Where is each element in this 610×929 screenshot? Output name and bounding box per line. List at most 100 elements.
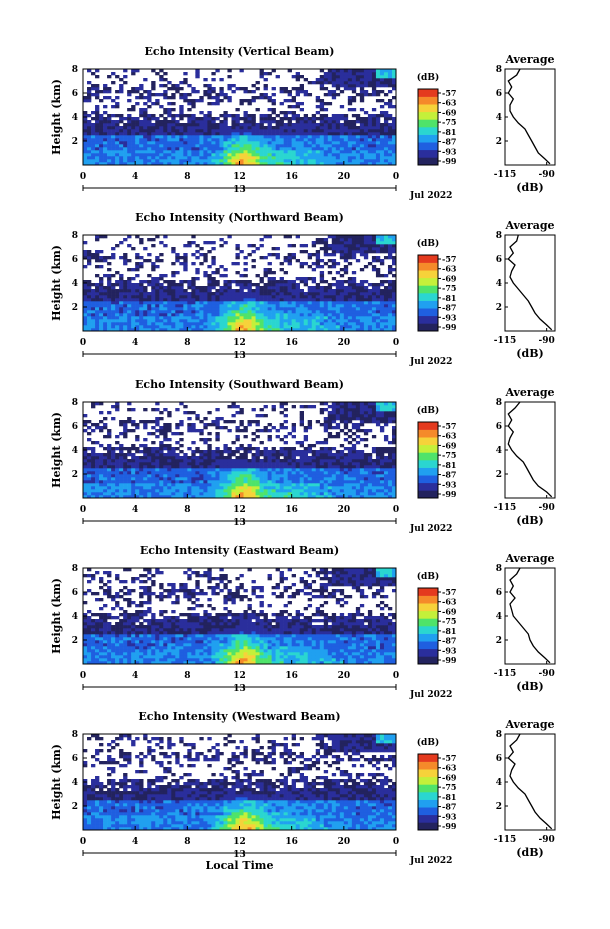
heatmap-cell <box>247 141 252 145</box>
heatmap-cell <box>235 138 240 142</box>
heatmap-cell <box>271 280 276 284</box>
x-tick-label: 12 <box>233 338 246 348</box>
heatmap-cell <box>311 162 317 166</box>
heatmap-cell <box>251 325 256 329</box>
heatmap-cell <box>331 313 337 317</box>
heatmap-cell <box>367 138 373 142</box>
heatmap-cell <box>107 123 112 127</box>
heatmap-cell <box>175 144 180 148</box>
heatmap-cell <box>159 153 164 157</box>
heatmap-cell <box>319 492 325 496</box>
heatmap-cell <box>131 492 136 496</box>
heatmap-cell <box>339 319 345 323</box>
heatmap-cell <box>375 244 381 248</box>
heatmap-cell <box>83 456 88 460</box>
heatmap-cell <box>339 235 345 239</box>
heatmap-cell <box>343 114 349 118</box>
heatmap-cell <box>103 477 108 481</box>
heatmap-cell <box>247 283 252 287</box>
heatmap-cell <box>95 147 100 151</box>
heatmap-cell <box>223 280 228 284</box>
heatmap-cell <box>363 280 369 284</box>
heatmap-cell <box>319 316 325 320</box>
heatmap-cell <box>223 474 228 478</box>
heatmap-cell <box>375 307 381 311</box>
heatmap-cell <box>311 262 317 266</box>
heatmap-cell <box>143 304 148 308</box>
heatmap-cell <box>263 480 268 484</box>
heatmap-cell <box>159 292 164 296</box>
heatmap-cell <box>135 438 140 442</box>
heatmap-cell <box>379 132 385 136</box>
heatmap-cell <box>327 295 333 299</box>
heatmap-cell <box>207 465 212 469</box>
heatmap-cell <box>207 304 212 308</box>
heatmap-cell <box>327 283 333 287</box>
heatmap-cell <box>143 132 148 136</box>
heatmap-cell <box>95 129 100 133</box>
heatmap-cell <box>355 492 361 496</box>
heatmap-cell <box>359 289 365 293</box>
heatmap-cell <box>303 250 309 254</box>
heatmap-cell <box>91 462 96 466</box>
heatmap-cell <box>363 265 369 269</box>
heatmap-cell <box>383 289 389 293</box>
heatmap-cell <box>375 495 381 499</box>
heatmap-cell <box>267 456 272 460</box>
heatmap-cell <box>319 447 325 451</box>
heatmap-cell <box>391 156 397 160</box>
heatmap-cell <box>263 486 268 490</box>
heatmap-cell <box>263 159 268 163</box>
heatmap-cell <box>239 310 244 314</box>
heatmap-cell <box>315 292 321 296</box>
heatmap-cell <box>187 138 192 142</box>
heatmap-cell <box>351 280 357 284</box>
heatmap-cell <box>127 489 132 493</box>
heatmap-cell <box>251 495 256 499</box>
heatmap-cell <box>295 304 300 308</box>
heatmap-cell <box>167 280 172 284</box>
heatmap-cell <box>267 262 272 266</box>
heatmap-cell <box>311 135 317 139</box>
heatmap-cell <box>355 477 361 481</box>
heatmap-cell <box>211 298 216 302</box>
heatmap-cell <box>339 162 345 166</box>
heatmap-cell <box>315 105 321 109</box>
heatmap-cell <box>387 244 393 248</box>
heatmap-cell <box>271 120 276 124</box>
heatmap-cell <box>243 138 248 142</box>
heatmap-cell <box>119 159 124 163</box>
heatmap-cell <box>331 241 337 245</box>
heatmap-cell <box>199 489 204 493</box>
heatmap-cell <box>99 310 104 314</box>
heatmap-cell <box>183 307 188 311</box>
heatmap-cell <box>267 132 272 136</box>
heatmap-cell <box>319 135 325 139</box>
heatmap-cell <box>359 69 365 73</box>
heatmap-cell <box>111 114 116 118</box>
heatmap-cell <box>343 292 349 296</box>
heatmap-cell <box>163 465 168 469</box>
heatmap-cell <box>351 480 357 484</box>
heatmap-cell <box>95 495 100 499</box>
heatmap-cell <box>123 301 128 305</box>
heatmap-cell <box>143 298 148 302</box>
heatmap-cell <box>147 129 152 133</box>
heatmap-cell <box>103 486 108 490</box>
heatmap-cell <box>215 450 220 454</box>
heatmap-cell <box>295 292 300 296</box>
heatmap-cell <box>259 69 264 73</box>
heatmap-cell <box>235 435 240 439</box>
heatmap-cell <box>223 468 228 472</box>
heatmap-cell <box>387 313 393 317</box>
heatmap-cell <box>279 117 284 121</box>
heatmap-cell <box>247 144 252 148</box>
heatmap-cell <box>311 322 317 326</box>
heatmap-cell <box>247 468 252 472</box>
heatmap-cell <box>259 495 264 499</box>
heatmap-cell <box>295 492 300 496</box>
heatmap-cell <box>347 81 353 85</box>
heatmap-cell <box>183 465 188 469</box>
heatmap-cell <box>387 114 393 118</box>
heatmap-cell <box>347 468 353 472</box>
